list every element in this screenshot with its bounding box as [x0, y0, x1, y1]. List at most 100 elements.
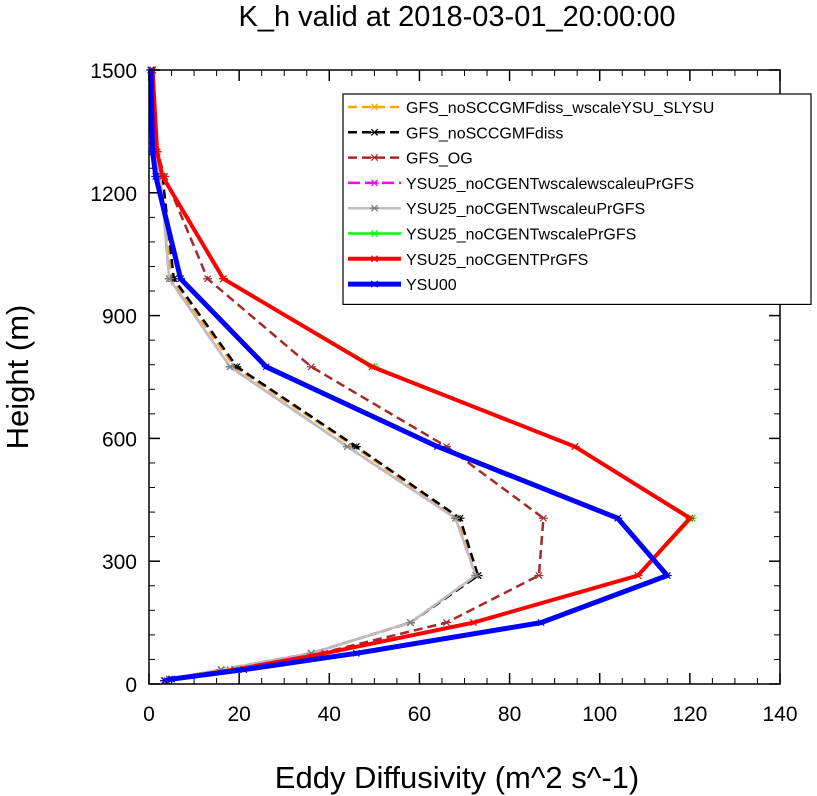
point-stroke [343, 443, 351, 451]
legend-entry: GFS_noSCCGMFdiss_wscaleYSU_SLYSU [406, 100, 714, 117]
point-stroke [469, 619, 478, 627]
chart-title: K_h valid at 2018-03-01_20:00:00 [239, 1, 676, 33]
point-stroke [152, 172, 160, 181]
series-point [261, 363, 271, 371]
series-point [351, 649, 361, 657]
point-stroke [370, 128, 379, 136]
series-point [203, 275, 213, 283]
point-stroke [307, 363, 315, 371]
legend-entry: GFS_noSCCGMFdiss [406, 125, 563, 142]
x-tick-label: 80 [498, 703, 521, 726]
series-point [633, 571, 643, 580]
series-point [239, 666, 249, 674]
point-stroke [472, 571, 480, 580]
series-point [160, 677, 170, 685]
axis-ticks: 0 20 40 60 80 100 120 140 0 300 600 900 1200 1500 [90, 60, 797, 726]
point-stroke [226, 363, 234, 371]
legend-entry: YSU25_noCGENTPrGFS [406, 252, 588, 269]
point-stroke [370, 179, 379, 187]
series-point [176, 275, 186, 283]
y-tick-label: 1200 [90, 183, 137, 206]
point-stroke [539, 514, 547, 522]
series-point [441, 619, 451, 627]
point-stroke [321, 649, 329, 657]
x-tick-label: 120 [672, 703, 707, 726]
series-point [570, 443, 580, 451]
series-point [536, 619, 546, 627]
point-stroke [165, 275, 173, 283]
series-point [370, 103, 379, 111]
point-stroke [451, 514, 460, 522]
point-stroke [370, 280, 379, 288]
point-stroke [158, 172, 167, 181]
series-point [370, 128, 379, 136]
series-point [450, 514, 460, 522]
series-point [306, 363, 316, 371]
plot-frame [148, 69, 781, 685]
series-point [613, 514, 623, 522]
point-stroke [571, 443, 579, 451]
series-point [370, 280, 379, 288]
point-stroke [176, 275, 185, 283]
point-stroke [219, 275, 227, 283]
series-point [370, 204, 379, 212]
point-stroke [535, 571, 543, 580]
point-stroke [352, 443, 360, 451]
point-stroke [167, 675, 176, 683]
point-stroke [433, 443, 442, 451]
series-point [370, 154, 379, 162]
series-point [218, 275, 228, 283]
series-point [370, 229, 379, 238]
series-point [469, 619, 479, 627]
legend: GFS_noSCCGMFdiss_wscaleYSU_SLYSU GFS_noSC… [342, 93, 812, 305]
point-stroke [352, 649, 360, 657]
point-stroke [686, 514, 694, 522]
series-point [225, 363, 235, 371]
point-stroke [614, 514, 622, 522]
y-tick-label: 600 [102, 428, 137, 451]
point-stroke [663, 571, 671, 580]
point-stroke [204, 275, 212, 283]
series-point [534, 571, 544, 580]
y-tick-label: 300 [102, 551, 137, 574]
series-lines [146, 66, 697, 685]
point-stroke [537, 619, 545, 627]
x-tick-label: 20 [227, 703, 250, 726]
x-tick-label: 0 [143, 703, 155, 726]
legend-entry: YSU25_noCGENTwscalePrGFS [406, 227, 636, 244]
series-point [164, 275, 174, 283]
series-point [151, 172, 161, 181]
series-point [342, 443, 352, 451]
series-point [471, 571, 481, 580]
series-point [370, 255, 379, 263]
legend-entry: YSU25_noCGENTwscalewscaleuPrGFS [406, 176, 694, 193]
series-point [167, 675, 177, 683]
series-point [432, 443, 442, 451]
series-point [538, 514, 548, 522]
legend-entry: YSU25_noCGENTwscaleuPrGFS [406, 201, 645, 218]
y-tick-label: 0 [125, 674, 137, 697]
point-stroke [370, 229, 379, 238]
point-stroke [149, 148, 157, 156]
legend-box [342, 93, 812, 305]
point-stroke [240, 666, 248, 674]
point-stroke [370, 103, 379, 111]
x-tick-label: 100 [582, 703, 617, 726]
series-point [685, 514, 695, 522]
series-point [351, 443, 361, 451]
y-tick-label: 900 [102, 306, 137, 329]
point-stroke [161, 677, 169, 685]
point-stroke [368, 363, 376, 371]
series-point [370, 179, 379, 187]
legend-entry: GFS_OG [406, 151, 473, 168]
point-stroke [370, 255, 379, 263]
series-point [662, 571, 672, 580]
legend-entry: YSU00 [406, 277, 457, 294]
point-stroke [370, 204, 379, 212]
series-7 [146, 66, 672, 685]
x-tick-label: 60 [408, 703, 431, 726]
x-tick-label: 40 [318, 703, 341, 726]
point-stroke [406, 619, 414, 627]
